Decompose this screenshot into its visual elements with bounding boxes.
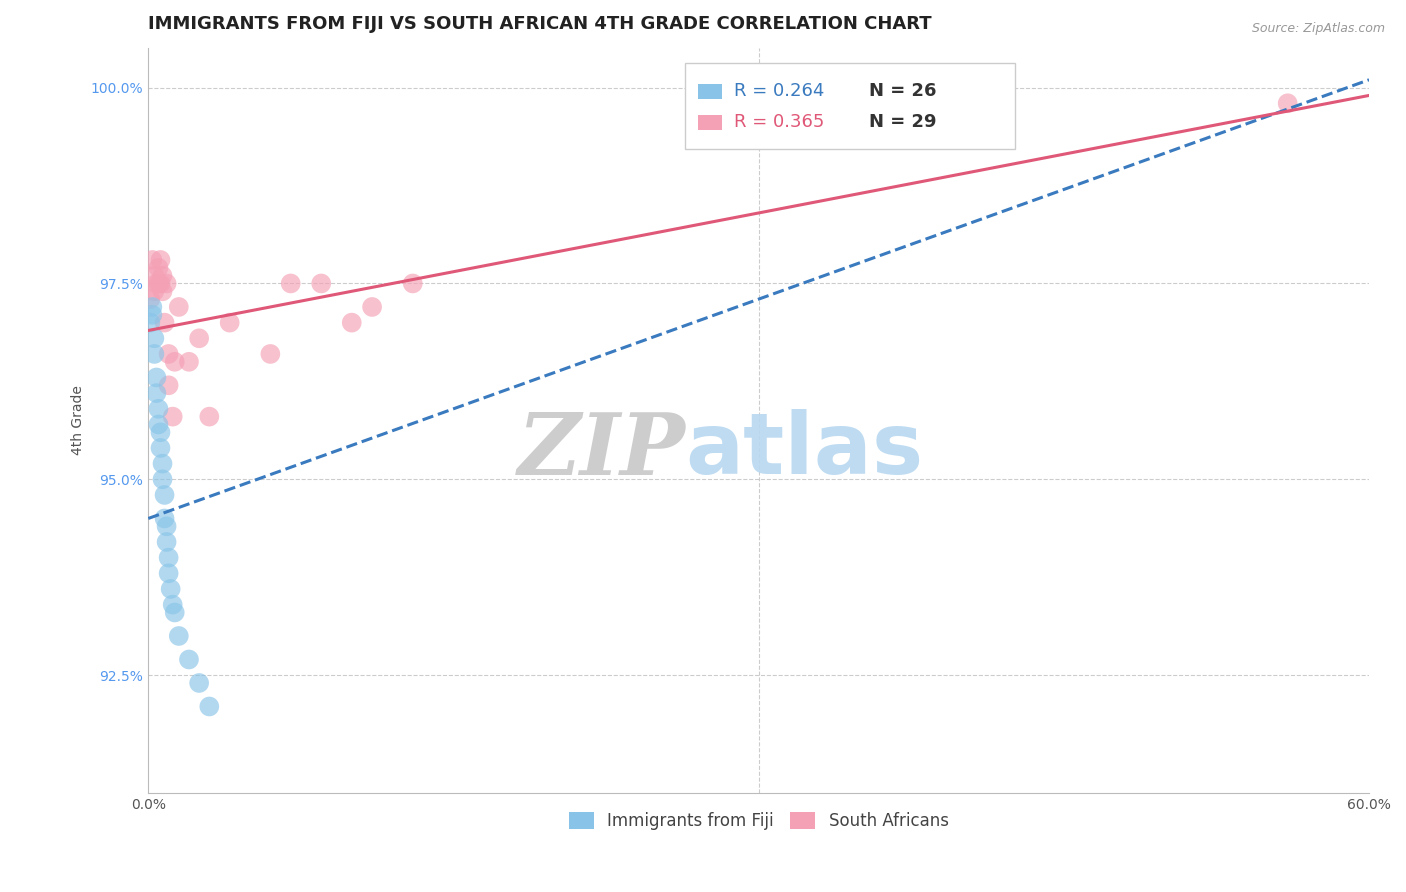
Point xyxy=(153,316,176,330)
Point xyxy=(139,316,162,330)
Point xyxy=(152,268,174,283)
Point xyxy=(148,277,170,291)
Point xyxy=(155,535,177,549)
Point xyxy=(149,277,172,291)
Point xyxy=(280,277,302,291)
Text: atlas: atlas xyxy=(686,409,924,491)
Point xyxy=(148,417,170,432)
Point xyxy=(340,316,363,330)
Point xyxy=(145,370,167,384)
Text: Source: ZipAtlas.com: Source: ZipAtlas.com xyxy=(1251,22,1385,36)
Text: R = 0.365: R = 0.365 xyxy=(734,113,825,131)
Point xyxy=(149,252,172,267)
Point xyxy=(1277,96,1299,111)
Point xyxy=(148,260,170,275)
Legend: Immigrants from Fiji, South Africans: Immigrants from Fiji, South Africans xyxy=(562,805,955,837)
Point xyxy=(157,550,180,565)
Point xyxy=(259,347,281,361)
Point xyxy=(141,308,163,322)
Point xyxy=(188,676,211,690)
Point xyxy=(143,268,166,283)
FancyBboxPatch shape xyxy=(686,63,1015,149)
Point xyxy=(167,629,190,643)
Y-axis label: 4th Grade: 4th Grade xyxy=(72,385,86,456)
Point xyxy=(153,488,176,502)
Text: R = 0.264: R = 0.264 xyxy=(734,82,825,100)
Point xyxy=(143,285,166,299)
Point xyxy=(141,300,163,314)
Point xyxy=(139,292,162,306)
Point xyxy=(145,386,167,401)
Point xyxy=(163,355,186,369)
Point xyxy=(177,652,200,666)
Point xyxy=(157,378,180,392)
Point xyxy=(167,300,190,314)
Point xyxy=(152,285,174,299)
Text: IMMIGRANTS FROM FIJI VS SOUTH AFRICAN 4TH GRADE CORRELATION CHART: IMMIGRANTS FROM FIJI VS SOUTH AFRICAN 4T… xyxy=(148,15,932,33)
Text: N = 29: N = 29 xyxy=(869,113,936,131)
Point xyxy=(198,409,221,424)
FancyBboxPatch shape xyxy=(697,115,723,130)
Point xyxy=(188,331,211,345)
Point xyxy=(218,316,240,330)
Point xyxy=(361,300,384,314)
Point xyxy=(143,347,166,361)
Text: ZIP: ZIP xyxy=(517,409,686,492)
FancyBboxPatch shape xyxy=(697,84,723,99)
Point xyxy=(141,252,163,267)
Point xyxy=(153,511,176,525)
Point xyxy=(402,277,425,291)
Point xyxy=(198,699,221,714)
Point xyxy=(152,457,174,471)
Point xyxy=(149,425,172,440)
Point xyxy=(148,401,170,416)
Point xyxy=(143,331,166,345)
Point xyxy=(157,566,180,581)
Text: N = 26: N = 26 xyxy=(869,82,936,100)
Point xyxy=(177,355,200,369)
Point xyxy=(152,472,174,486)
Point xyxy=(155,277,177,291)
Point xyxy=(162,598,184,612)
Point xyxy=(155,519,177,533)
Point xyxy=(159,582,181,596)
Point xyxy=(309,277,332,291)
Point xyxy=(157,347,180,361)
Point xyxy=(145,277,167,291)
Point xyxy=(163,606,186,620)
Point xyxy=(149,441,172,455)
Point xyxy=(162,409,184,424)
